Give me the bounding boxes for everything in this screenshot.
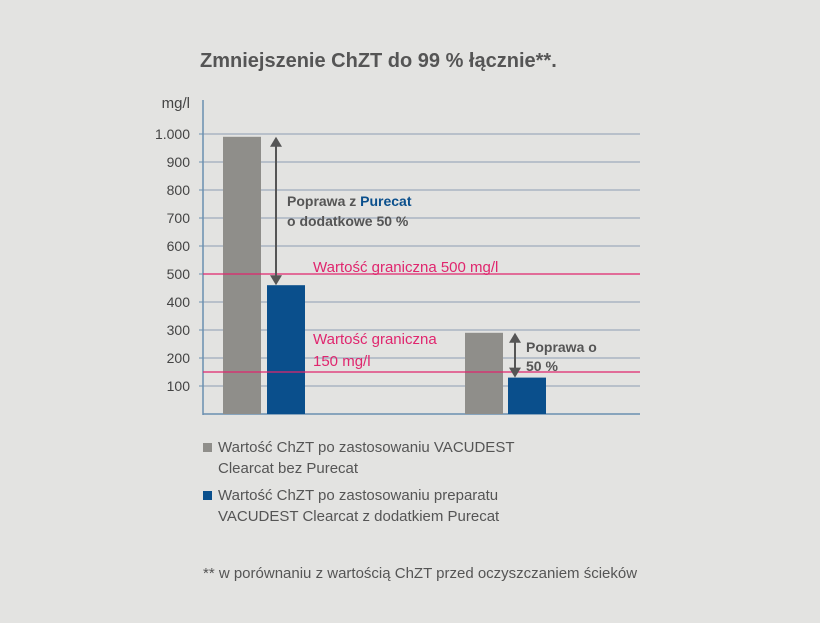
y-tick-labels: 100 200 300 400 500 600 700 800 900 1.000 [155,126,190,394]
arrow-first-head-bottom [270,275,282,286]
annotation-first-line2: o dodatkowe 50 % [287,213,409,229]
footnote: ** w porównaniu z wartością ChZT przed o… [203,565,638,582]
bar-series1-cat1 [508,377,546,414]
y-tick-label-9: 1.000 [155,126,190,142]
legend-item-with-purecat: Wartość ChZT po zastosowaniu preparatu V… [203,485,548,527]
chart-title: Zmniejszenie ChZT do 99 % łącznie**. [200,50,557,72]
y-tick-label-6: 700 [167,210,191,226]
limit-150-label-line2: 150 mg/l [313,353,371,370]
legend-label: Wartość ChZT po zastosowaniu preparatu V… [218,487,500,525]
bar-series0-cat0 [223,136,261,415]
annotation-first-line1: Poprawa z Purecat [287,193,412,209]
y-tick-label-1: 200 [167,350,191,366]
y-tick-label-5: 600 [167,238,191,254]
improvement-arrows [270,136,521,378]
annotation-second-line2: 50 % [526,358,558,374]
y-tick-label-2: 300 [167,322,191,338]
limit-150-label-line1: Wartość graniczna [313,331,437,348]
legend-item-without-purecat: Wartość ChZT po zastosowaniu VACUDEST Cl… [203,437,548,479]
bar-series0-cat1 [465,332,503,414]
legend-swatch [203,443,212,452]
y-axis-label: mg/l [162,95,190,112]
legend-label: Wartość ChZT po zastosowaniu VACUDEST Cl… [218,439,515,477]
annotation-second-line1: Poprawa o [526,339,597,355]
y-tick-label-4: 500 [167,266,191,282]
legend-swatch [203,491,212,500]
y-tick-label-8: 900 [167,154,191,170]
arrow-second [509,332,521,378]
limit-500-label: Wartość graniczna 500 mg/l [313,259,498,276]
bar-series1-cat0 [267,285,305,414]
y-tick-label-7: 800 [167,182,191,198]
arrow-second-head-bottom [509,367,521,378]
arrow-second-head-top [509,332,521,343]
arrow-first [270,136,282,286]
arrow-first-head-top [270,136,282,147]
bars [223,136,546,415]
y-tick-label-3: 400 [167,294,191,310]
y-tick-label-0: 100 [167,378,191,394]
